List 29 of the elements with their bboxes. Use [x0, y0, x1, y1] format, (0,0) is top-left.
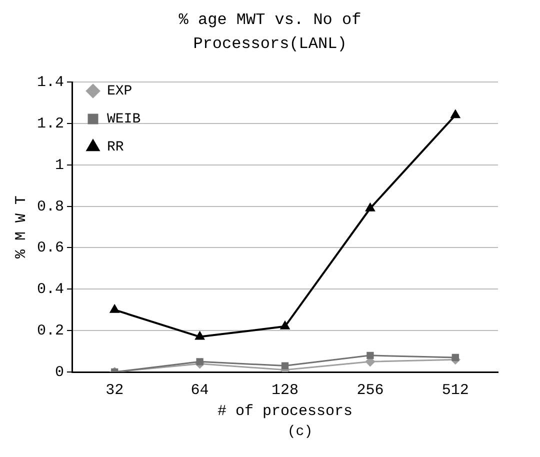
legend-label: RR [107, 140, 124, 156]
y-tick-label: 0.4 [36, 281, 64, 298]
x-axis-title: # of processors [217, 402, 353, 420]
y-tick-label: 1.2 [36, 115, 64, 132]
point [280, 321, 290, 330]
point [450, 110, 460, 118]
point [281, 362, 289, 370]
x-tick-label: 128 [271, 382, 299, 399]
point [366, 203, 375, 212]
point [110, 304, 120, 313]
y-tick-label: 0.2 [36, 322, 64, 340]
legend-label: EXP [107, 84, 132, 100]
point [196, 358, 204, 366]
y-axis-title: % M W T [12, 195, 30, 259]
y-tick-label: 1.4 [36, 74, 64, 91]
point [195, 332, 204, 340]
text: (c) [286, 424, 314, 440]
x-tick-label: 64 [190, 382, 209, 399]
y-tick-label: 0 [54, 364, 64, 381]
x-tick-label: 256 [356, 382, 384, 399]
y-tick-label: 0.6 [36, 240, 64, 257]
y-tick-label: 1 [54, 156, 64, 174]
legend-label: WEIB [107, 112, 141, 128]
x-tick-label: 32 [106, 382, 124, 399]
point [452, 354, 459, 362]
x-tick-label: 512 [442, 382, 469, 399]
chart-title: % age MWT vs. No of Processors(LANL) [178, 10, 362, 55]
point [366, 352, 374, 360]
y-tick-label: 0.8 [36, 198, 64, 216]
